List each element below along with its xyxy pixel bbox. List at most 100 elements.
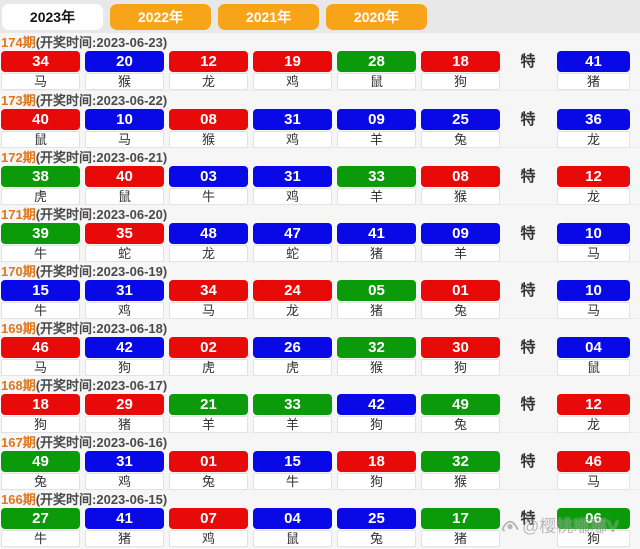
ball-number: 31 — [85, 451, 164, 472]
ball-number: 32 — [421, 451, 500, 472]
ball-zodiac: 虎 — [253, 359, 332, 376]
ball-number: 29 — [85, 394, 164, 415]
ball-number: 38 — [1, 166, 80, 187]
draw-row: 167期(开奖时间:2023-06-16) 49 兔 31 鸡 01 兔 15 … — [0, 432, 640, 490]
ball-number: 41 — [337, 223, 416, 244]
ball-zodiac: 兔 — [421, 416, 500, 433]
ball-zodiac: 鸡 — [253, 188, 332, 205]
year-tab-2022[interactable]: 2022年 — [110, 4, 211, 30]
ball-number: 20 — [85, 51, 164, 72]
ball-cell: 17 猪 — [421, 508, 500, 547]
ball-cell: 09 羊 — [421, 223, 500, 262]
ball-number: 40 — [85, 166, 164, 187]
ball-number: 10 — [557, 280, 630, 301]
draw-period: 173期 — [1, 93, 36, 108]
draw-balls: 49 兔 31 鸡 01 兔 15 牛 18 狗 32 猴 特 46 马 — [1, 451, 640, 490]
draw-row: 174期(开奖时间:2023-06-23) 34 马 20 猴 12 龙 19 … — [0, 33, 640, 90]
ball-number: 12 — [557, 394, 630, 415]
draw-row: 173期(开奖时间:2023-06-22) 40 鼠 10 马 08 猴 31 … — [0, 90, 640, 148]
ball-zodiac: 马 — [1, 359, 80, 376]
ball-number: 41 — [85, 508, 164, 529]
draw-row: 169期(开奖时间:2023-06-18) 46 马 42 狗 02 虎 26 … — [0, 318, 640, 376]
ball-cell: 27 牛 — [1, 508, 80, 547]
ball-number: 08 — [421, 166, 500, 187]
draw-header: 167期(开奖时间:2023-06-16) — [1, 435, 640, 450]
ball-number: 28 — [337, 51, 416, 72]
ball-number: 34 — [1, 51, 80, 72]
ball-cell: 40 鼠 — [1, 109, 80, 148]
results-list: 174期(开奖时间:2023-06-23) 34 马 20 猴 12 龙 19 … — [0, 33, 640, 547]
ball-number: 07 — [169, 508, 248, 529]
draw-period: 167期 — [1, 435, 36, 450]
ball-number: 12 — [169, 51, 248, 72]
ball-zodiac: 猴 — [421, 188, 500, 205]
special-ball-cell: 10 马 — [557, 280, 630, 319]
ball-number: 18 — [337, 451, 416, 472]
ball-zodiac: 猴 — [421, 473, 500, 490]
ball-zodiac: 兔 — [421, 302, 500, 319]
ball-cell: 41 猪 — [337, 223, 416, 262]
year-tab-2023[interactable]: 2023年 — [0, 0, 103, 30]
ball-cell: 25 兔 — [337, 508, 416, 547]
ball-number: 32 — [337, 337, 416, 358]
ball-zodiac: 鸡 — [169, 530, 248, 547]
draw-balls: 34 马 20 猴 12 龙 19 鸡 28 鼠 18 狗 特 41 猪 — [1, 51, 640, 90]
special-label: 特 — [520, 53, 536, 70]
ball-zodiac: 羊 — [169, 416, 248, 433]
ball-number: 42 — [85, 337, 164, 358]
draw-row: 170期(开奖时间:2023-06-19) 15 牛 31 鸡 34 马 24 … — [0, 261, 640, 319]
ball-zodiac: 兔 — [337, 530, 416, 547]
ball-zodiac: 马 — [557, 302, 630, 319]
special-label: 特 — [520, 510, 536, 527]
draw-header: 166期(开奖时间:2023-06-15) — [1, 492, 640, 507]
ball-number: 48 — [169, 223, 248, 244]
ball-cell: 03 牛 — [169, 166, 248, 205]
ball-cell: 07 鸡 — [169, 508, 248, 547]
ball-cell: 30 狗 — [421, 337, 500, 376]
ball-number: 46 — [557, 451, 630, 472]
ball-cell: 01 兔 — [169, 451, 248, 490]
ball-cell: 29 猪 — [85, 394, 164, 433]
ball-zodiac: 羊 — [421, 245, 500, 262]
ball-number: 24 — [253, 280, 332, 301]
ball-zodiac: 狗 — [421, 73, 500, 90]
draw-balls: 27 牛 41 猪 07 鸡 04 鼠 25 兔 17 猪 特 06 狗 — [1, 508, 640, 547]
ball-cell: 18 狗 — [421, 51, 500, 90]
ball-cell: 04 鼠 — [253, 508, 332, 547]
special-ball-cell: 41 猪 — [557, 51, 630, 90]
special-label: 特 — [520, 396, 536, 413]
ball-cell: 18 狗 — [1, 394, 80, 433]
ball-number: 40 — [1, 109, 80, 130]
draw-period: 174期 — [1, 35, 36, 50]
ball-zodiac: 蛇 — [85, 245, 164, 262]
ball-number: 17 — [421, 508, 500, 529]
ball-number: 34 — [169, 280, 248, 301]
ball-cell: 40 鼠 — [85, 166, 164, 205]
year-tabbar: 2023年 2022年 2021年 2020年 — [0, 0, 640, 33]
ball-number: 04 — [557, 337, 630, 358]
draw-header: 170期(开奖时间:2023-06-19) — [1, 264, 640, 279]
ball-zodiac: 羊 — [337, 131, 416, 148]
ball-cell: 32 猴 — [337, 337, 416, 376]
ball-number: 15 — [1, 280, 80, 301]
ball-number: 25 — [421, 109, 500, 130]
ball-cell: 10 马 — [85, 109, 164, 148]
ball-cell: 26 虎 — [253, 337, 332, 376]
ball-number: 31 — [253, 109, 332, 130]
ball-number: 33 — [253, 394, 332, 415]
ball-cell: 15 牛 — [253, 451, 332, 490]
ball-zodiac: 猪 — [557, 73, 630, 90]
year-tab-2021[interactable]: 2021年 — [218, 4, 319, 30]
ball-cell: 33 羊 — [337, 166, 416, 205]
ball-zodiac: 鸡 — [253, 73, 332, 90]
year-tab-2020[interactable]: 2020年 — [326, 4, 427, 30]
ball-number: 01 — [421, 280, 500, 301]
ball-zodiac: 牛 — [1, 245, 80, 262]
ball-number: 01 — [169, 451, 248, 472]
ball-number: 25 — [337, 508, 416, 529]
draw-header: 171期(开奖时间:2023-06-20) — [1, 207, 640, 222]
ball-cell: 31 鸡 — [253, 109, 332, 148]
ball-zodiac: 猴 — [169, 131, 248, 148]
special-ball-cell: 46 马 — [557, 451, 630, 490]
